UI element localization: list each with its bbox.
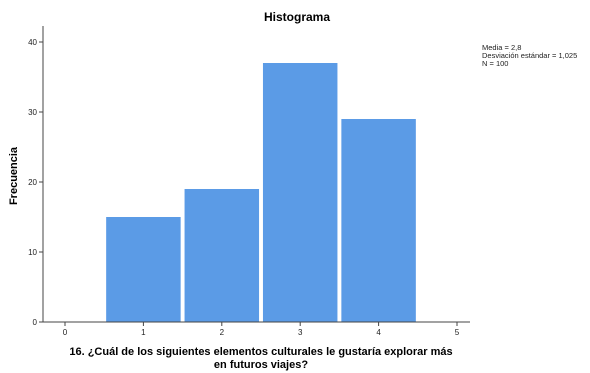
stats-box: Media = 2,8 Desviación estándar = 1,025 … (482, 43, 577, 68)
y-tick-label: 30 (28, 108, 37, 117)
chart-title: Histograma (264, 10, 330, 24)
histogram-bar-1 (106, 217, 181, 322)
x-ticks-group: 0 1 2 3 4 5 (63, 322, 460, 337)
stats-mean: Media = 2,8 (482, 43, 521, 52)
y-ticks-group: 0 10 20 30 40 (28, 38, 43, 327)
y-tick-label: 20 (28, 178, 37, 187)
y-axis-label: Frecuencia (8, 146, 20, 205)
bars-group (106, 63, 416, 322)
y-tick-label: 40 (28, 38, 37, 47)
y-tick-label: 10 (28, 248, 37, 257)
x-tick-label: 2 (220, 328, 225, 337)
x-tick-label: 5 (455, 328, 460, 337)
histogram-bar-3 (262, 63, 338, 322)
histogram-bar-4 (341, 119, 416, 322)
x-tick-label: 4 (376, 328, 381, 337)
y-tick-label: 0 (33, 318, 38, 327)
x-tick-label: 1 (141, 328, 146, 337)
histogram-bar-2 (184, 189, 260, 322)
x-axis-label-line-1: 16. ¿Cuál de los siguientes elementos cu… (69, 346, 452, 358)
stats-std: Desviación estándar = 1,025 (482, 51, 577, 60)
x-tick-label: 3 (298, 328, 303, 337)
stats-n: N = 100 (482, 59, 508, 68)
x-tick-label: 0 (63, 328, 68, 337)
x-axis-label-line-2: en futuros viajes? (214, 359, 308, 371)
